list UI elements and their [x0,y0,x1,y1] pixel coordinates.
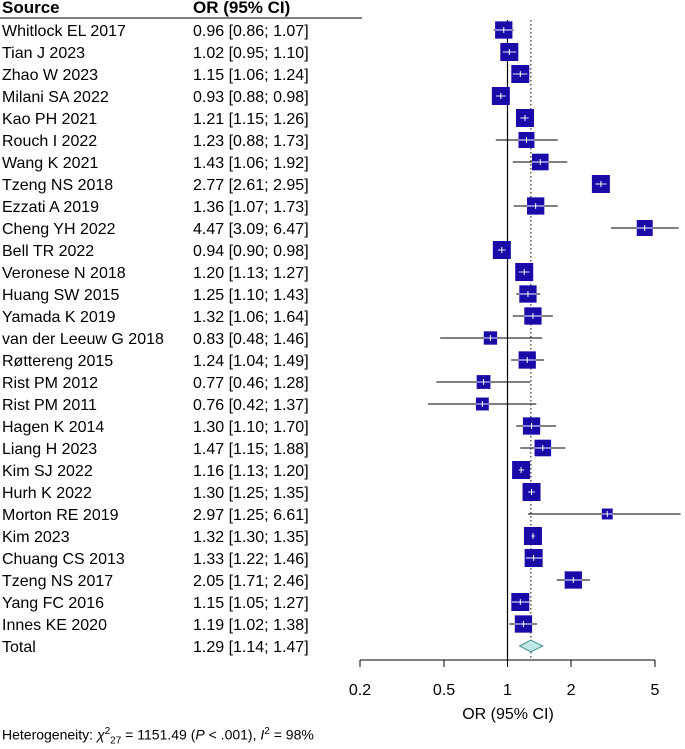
total-label: Total [2,639,36,656]
study-estimate: 1.30 [1.10; 1.70] [193,419,309,436]
study-label: Kao PH 2021 [2,111,97,128]
study-label: Ezzati A 2019 [2,199,99,216]
study-label: Tzeng NS 2018 [2,177,113,194]
study-label: Hagen K 2014 [2,419,104,436]
header-estimate: OR (95% CI) [193,0,290,17]
study-estimate: 1.02 [0.95; 1.10] [193,45,309,62]
heterogeneity-prefix: Heterogeneity: [2,726,97,743]
study-label: Veronese N 2018 [2,265,126,282]
p-value: < .001), [204,726,261,743]
study-estimate: 1.30 [1.25; 1.35] [193,485,309,502]
study-label: van der Leeuw G 2018 [2,331,164,348]
study-estimate: 1.23 [0.88; 1.73] [193,133,309,150]
study-label: Rist PM 2011 [2,397,97,414]
study-estimate: 4.47 [3.09; 6.47] [193,221,309,238]
study-estimate: 1.33 [1.22; 1.46] [193,551,309,568]
study-estimate: 0.77 [0.46; 1.28] [193,375,309,392]
pooled-diamond [518,639,544,653]
study-estimate: 1.25 [1.10; 1.43] [193,287,309,304]
study-estimate: 1.24 [1.04; 1.49] [193,353,309,370]
study-label: Huang SW 2015 [2,287,120,304]
study-label: Innes KE 2020 [2,617,107,634]
p-symbol: P [195,726,205,743]
study-label: Milani SA 2022 [2,89,109,106]
study-label: Tian J 2023 [2,45,85,62]
study-label: Chuang CS 2013 [2,551,125,568]
i-squared-symbol: I [260,726,265,743]
study-estimate: 2.05 [1.71; 2.46] [193,573,309,590]
study-estimate: 1.32 [1.30; 1.35] [193,529,309,546]
study-label: Bell TR 2022 [2,243,94,260]
study-rows: Whitlock EL 2017 0.96 [0.86; 1.07] Tian J … [2,23,309,656]
study-label: Yamada K 2019 [2,309,116,326]
study-estimate: 2.97 [1.25; 6.61] [193,507,309,524]
x-tick-label: 5 [651,682,660,699]
study-estimate: 2.77 [2.61; 2.95] [193,177,309,194]
chi-value: = 1151.49 ( [121,726,196,743]
study-label: Rist PM 2012 [2,375,98,392]
heterogeneity-note: Heterogeneity: χ227 = 1151.49 (P < .001)… [2,726,314,746]
header-source: Source [2,0,60,17]
study-label: Kim 2023 [2,529,70,546]
study-estimate: 0.94 [0.90; 0.98] [193,243,309,260]
study-label: Rouch I 2022 [2,133,97,150]
study-label: Whitlock EL 2017 [2,23,126,40]
study-estimate: 1.20 [1.13; 1.27] [193,265,309,282]
x-axis: 0.2 0.5 1 2 5 [349,659,660,699]
study-label: Hurh K 2022 [2,485,92,502]
plot-marks [427,20,681,660]
study-estimate: 0.76 [0.42; 1.37] [193,397,309,414]
study-estimate: 1.47 [1.15; 1.88] [193,441,309,458]
study-label: Liang H 2023 [2,441,97,458]
study-label: Wang K 2021 [2,155,98,172]
chi-df: 27 [110,735,122,747]
study-estimate: 1.19 [1.02; 1.38] [193,617,309,634]
study-estimate: 1.21 [1.15; 1.26] [193,111,309,128]
study-label: Yang FC 2016 [2,595,104,612]
study-label: Zhao W 2023 [2,67,98,84]
study-estimate: 0.93 [0.88; 0.98] [193,89,309,106]
study-label: Cheng YH 2022 [2,221,116,238]
study-estimate: 1.15 [1.06; 1.24] [193,67,309,84]
x-tick-label: 2 [567,682,576,699]
study-estimate: 0.83 [0.48; 1.46] [193,331,309,348]
i-squared-exponent: 2 [264,726,270,737]
study-estimate: 1.36 [1.07; 1.73] [193,199,309,216]
x-tick-label: 0.2 [349,682,371,699]
chi-symbol: χ [96,726,105,743]
x-tick-label: 0.5 [433,682,455,699]
i-squared-value: = 98% [269,726,314,743]
x-tick-label: 1 [503,682,512,699]
chi-exponent: 2 [104,726,111,737]
study-estimate: 0.96 [0.86; 1.07] [193,23,309,40]
study-estimate: 1.16 [1.13; 1.20] [193,463,309,480]
study-label: Røttereng 2015 [2,353,113,370]
study-estimate: 1.43 [1.06; 1.92] [193,155,309,172]
study-label: Kim SJ 2022 [2,463,93,480]
total-estimate: 1.29 [1.14; 1.47] [193,639,309,656]
x-axis-title: OR (95% CI) [462,706,554,723]
study-label: Morton RE 2019 [2,507,119,524]
study-estimate: 1.32 [1.06; 1.64] [193,309,309,326]
study-estimate: 1.15 [1.05; 1.27] [193,595,309,612]
study-label: Tzeng NS 2017 [2,573,113,590]
